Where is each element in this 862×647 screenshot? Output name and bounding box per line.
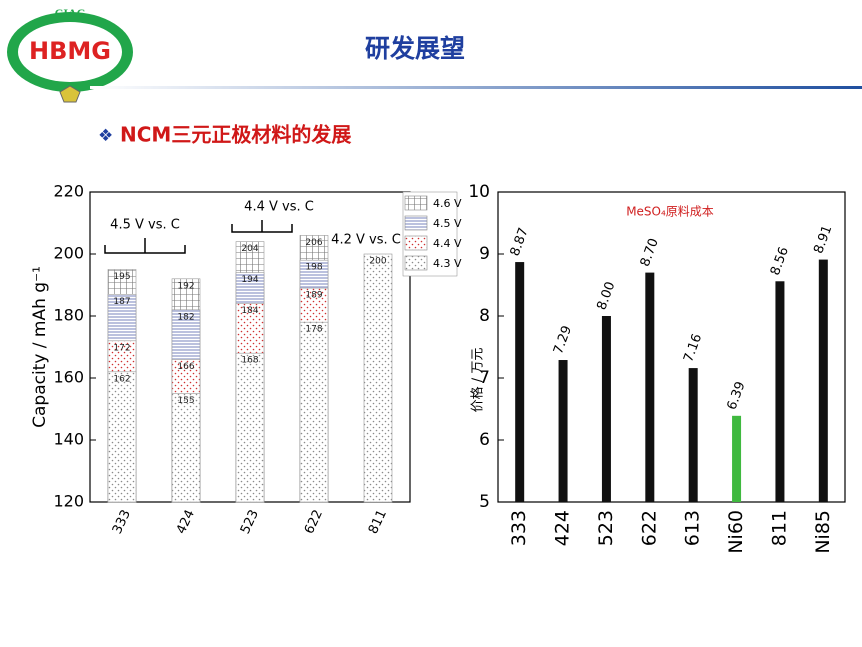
data-label: 194: [241, 275, 258, 285]
y-tick-label: 200: [53, 244, 84, 263]
bar: [107, 371, 137, 503]
chart-title: MeSO₄原料成本: [626, 205, 714, 219]
bar: [732, 415, 742, 502]
data-label: 6.39: [725, 380, 749, 412]
data-label: 206: [305, 238, 322, 248]
bracket: [104, 238, 186, 254]
legend-label: 4.4 V: [433, 237, 462, 250]
x-tick-label: 613: [682, 510, 704, 546]
data-label: 8.91: [811, 223, 835, 255]
bar: [299, 321, 329, 503]
y-tick-label: 10: [468, 182, 490, 202]
logo-inner: [18, 22, 122, 82]
bar: [645, 272, 655, 502]
data-label: 192: [177, 281, 194, 291]
data-label: 178: [305, 325, 322, 335]
legend-swatch: [404, 255, 428, 271]
x-tick-label: 622: [638, 510, 660, 546]
logo-main: HBMG: [29, 37, 111, 65]
x-tick-label: 424: [174, 508, 198, 537]
data-label: 8.56: [768, 245, 792, 277]
bar: [688, 368, 698, 502]
y-tick-label: 6: [479, 430, 490, 450]
y-tick-label: 5: [479, 492, 490, 512]
data-label: 7.29: [551, 324, 575, 356]
legend-swatch: [404, 215, 428, 231]
logo-ball: [59, 85, 81, 103]
data-label: 200: [369, 257, 386, 267]
y-tick-label: 220: [53, 182, 84, 201]
y-axis-label: Capacity / mAh g⁻¹: [30, 266, 50, 428]
legend-swatch: [404, 235, 428, 251]
slide-title: 研发展望: [365, 34, 465, 63]
data-label: 195: [113, 272, 130, 282]
annotation: 4.5 V vs. C: [110, 218, 180, 233]
data-label: 168: [241, 356, 258, 366]
data-label: 8.70: [638, 236, 662, 268]
x-tick-label: 333: [110, 508, 134, 537]
x-tick-label: Ni85: [812, 510, 834, 554]
data-label: 166: [177, 362, 194, 372]
bar: [775, 281, 785, 502]
data-label: 8.00: [594, 280, 618, 312]
bar: [601, 316, 611, 502]
x-tick-label: 424: [552, 510, 574, 546]
header-rule: [90, 86, 862, 89]
data-label: 155: [177, 396, 194, 406]
data-label: 184: [241, 306, 258, 316]
bracket: [231, 220, 293, 233]
y-tick-label: 160: [53, 368, 84, 387]
x-tick-label: 523: [238, 508, 262, 537]
x-tick-label: 811: [768, 510, 790, 546]
data-label: 182: [177, 312, 194, 322]
bar: [515, 262, 525, 502]
subtitle: NCM三元正极材料的发展: [120, 123, 351, 147]
y-tick-label: 7: [479, 368, 490, 388]
logo-top: CIAC: [55, 6, 86, 20]
bar: [235, 352, 265, 503]
x-tick-label: 811: [366, 508, 390, 537]
bar: [818, 259, 828, 502]
bullet: ❖: [98, 126, 113, 146]
data-label: 8.87: [508, 226, 532, 258]
data-label: 204: [241, 244, 258, 254]
bar: [171, 393, 201, 503]
y-tick-label: 180: [53, 306, 84, 325]
x-tick-label: 622: [302, 508, 326, 537]
data-label: 162: [113, 374, 130, 384]
x-tick-label: 523: [595, 510, 617, 546]
bar: [363, 253, 393, 503]
annotation: 4.2 V vs. C: [331, 233, 401, 248]
y-tick-label: 140: [53, 430, 84, 449]
data-label: 7.16: [681, 332, 705, 364]
y-tick-label: 120: [53, 492, 84, 511]
data-label: 189: [305, 291, 322, 301]
y-tick-label: 8: [479, 306, 490, 326]
data-label: 198: [305, 263, 322, 273]
legend-swatch: [404, 195, 428, 211]
legend-label: 4.3 V: [433, 257, 462, 270]
bar: [558, 360, 568, 502]
x-tick-label: Ni60: [725, 510, 747, 554]
legend-label: 4.6 V: [433, 197, 462, 210]
legend-label: 4.5 V: [433, 217, 462, 230]
y-tick-label: 9: [479, 244, 490, 264]
data-label: 187: [113, 297, 130, 307]
y-axis-label: 价格 / 万元: [470, 348, 486, 413]
plot-frame: [497, 191, 846, 503]
annotation: 4.4 V vs. C: [244, 200, 314, 215]
x-tick-label: 333: [508, 510, 530, 546]
data-label: 172: [113, 343, 130, 353]
